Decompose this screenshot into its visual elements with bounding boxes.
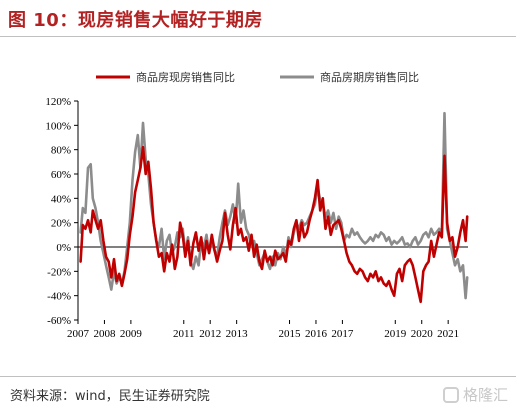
source-note: 资料来源：wind，民生证券研究院 xyxy=(10,389,210,404)
line-chart: -60%-40%-20%0%20%40%60%80%100%120%2007 20… xyxy=(45,70,469,340)
y-tick-label: 20% xyxy=(51,218,71,230)
series-line-1 xyxy=(79,145,469,304)
figure-title: 图 10：现房销售大幅好于期房 xyxy=(8,10,263,31)
x-tick-label: 2016 xyxy=(305,328,328,340)
y-tick-label: 0% xyxy=(56,242,71,254)
chart-series-layer xyxy=(79,111,469,304)
x-tick-label: 2015 xyxy=(279,328,302,340)
y-tick-label: 100% xyxy=(45,120,71,132)
chart-axes: -60%-40%-20%0%20%40%60%80%100%120%2007 20… xyxy=(45,96,468,340)
watermark-text: 格隆汇 xyxy=(462,386,508,404)
y-tick-label: -20% xyxy=(47,266,71,278)
x-tick-label: 2009 xyxy=(120,328,143,340)
y-tick-label: -40% xyxy=(47,291,71,303)
y-tick-label: -60% xyxy=(47,315,71,327)
x-tick-label: 2013 xyxy=(226,328,249,340)
x-tick-label: 2007 xyxy=(67,328,90,340)
series-line-2 xyxy=(79,111,469,300)
chart-legend: 商品房现房销售同比 商品房期房销售同比 xyxy=(96,70,419,84)
x-tick-label: 2020 xyxy=(411,328,434,340)
x-tick-label: 2008 xyxy=(93,328,116,340)
watermark-logo-icon xyxy=(442,386,459,403)
y-tick-label: 40% xyxy=(51,193,71,205)
title-divider xyxy=(0,36,516,37)
watermark: 格隆汇 xyxy=(442,384,508,405)
figure-header: 图 10：现房销售大幅好于期房 xyxy=(0,0,516,38)
x-tick-label: 2017 xyxy=(331,328,354,340)
x-tick-label: 2012 xyxy=(199,328,221,340)
legend-label-2: 商品房期房销售同比 xyxy=(320,70,419,84)
x-tick-label: 2011 xyxy=(173,328,195,340)
x-tick-label: 2019 xyxy=(384,328,407,340)
x-tick-label: 2021 xyxy=(437,328,459,340)
legend-label-1: 商品房现房销售同比 xyxy=(136,70,235,84)
y-tick-label: 60% xyxy=(51,169,71,181)
y-tick-label: 80% xyxy=(51,145,71,157)
source-divider xyxy=(0,376,516,377)
y-tick-label: 120% xyxy=(45,96,71,108)
